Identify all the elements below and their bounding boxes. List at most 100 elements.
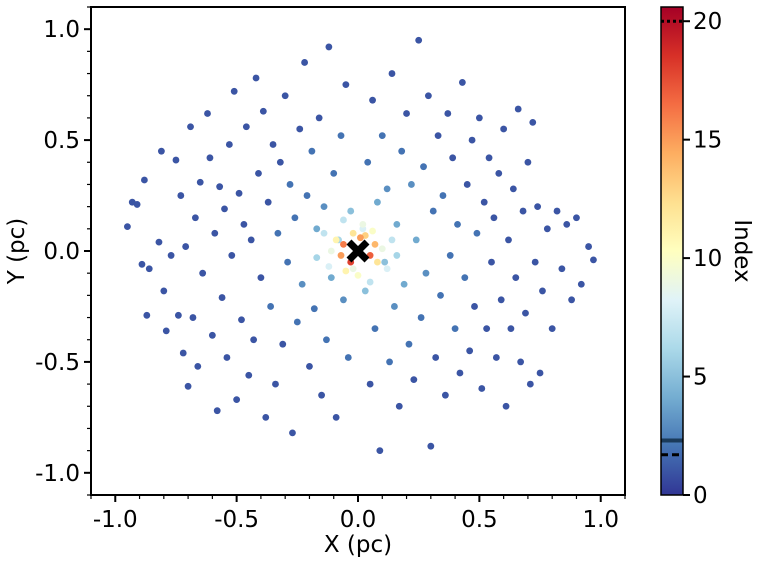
- data-point: [488, 258, 495, 266]
- data-point: [369, 96, 376, 104]
- data-point: [133, 201, 141, 208]
- data-point: [568, 296, 575, 304]
- data-point: [184, 382, 192, 390]
- data-point: [395, 402, 403, 410]
- data-point: [374, 258, 381, 266]
- data-point: [463, 181, 471, 188]
- colorbar-tick-label: 0: [693, 483, 708, 509]
- data-point: [213, 407, 221, 415]
- data-point: [444, 110, 452, 117]
- data-point: [262, 413, 270, 421]
- data-point: [456, 369, 464, 377]
- data-point: [310, 305, 318, 313]
- data-point: [410, 376, 418, 384]
- data-point: [366, 278, 374, 286]
- data-point: [354, 272, 362, 279]
- data-point: [388, 70, 396, 77]
- data-point: [369, 227, 376, 235]
- data-point: [267, 303, 275, 310]
- data-point: [204, 110, 211, 117]
- data-point: [403, 110, 410, 117]
- data-point: [242, 123, 250, 131]
- data-point: [349, 229, 357, 237]
- x-tick-label: -0.5: [214, 507, 259, 533]
- data-point: [383, 265, 391, 273]
- data-point: [502, 402, 510, 410]
- data-point: [340, 216, 347, 224]
- x-tick-label: 1.0: [582, 507, 619, 533]
- data-point: [548, 325, 556, 333]
- data-point: [378, 245, 386, 253]
- data-points: [124, 36, 597, 455]
- y-tick-label: 1.0: [43, 17, 80, 43]
- data-point: [519, 207, 527, 215]
- data-point: [422, 269, 430, 277]
- data-point: [434, 132, 442, 140]
- data-point: [378, 132, 386, 140]
- data-point: [313, 225, 321, 233]
- x-axis-label: X (pc): [324, 532, 392, 558]
- data-point: [332, 413, 340, 421]
- y-tick-label: -0.5: [35, 350, 80, 376]
- data-point: [507, 325, 515, 333]
- data-point: [327, 274, 335, 282]
- data-point: [509, 185, 517, 193]
- data-point: [276, 158, 284, 166]
- data-point: [320, 203, 328, 211]
- data-point: [497, 296, 505, 304]
- colorbar-gradient: [661, 7, 683, 495]
- data-point: [490, 214, 498, 222]
- data-point: [162, 327, 170, 335]
- data-point: [189, 314, 197, 321]
- data-point: [160, 287, 168, 295]
- colorbar-tick-label: 10: [693, 246, 722, 272]
- y-axis: -1.0 -0.5 0.0 0.5 1.0: [35, 6, 91, 496]
- data-point: [247, 236, 255, 244]
- data-point: [473, 229, 481, 237]
- data-point: [323, 336, 330, 344]
- data-point: [536, 369, 544, 377]
- data-point: [208, 331, 216, 339]
- data-point: [417, 314, 425, 321]
- data-point: [437, 291, 444, 299]
- colorbar-tick-label: 20: [693, 9, 722, 35]
- data-point: [446, 252, 454, 259]
- data-point: [374, 198, 381, 206]
- colorbar-tick-label: 15: [693, 128, 722, 154]
- data-point: [225, 141, 233, 148]
- data-point: [424, 92, 432, 100]
- data-point: [259, 107, 267, 115]
- data-point: [514, 105, 522, 113]
- data-point: [191, 214, 199, 222]
- data-point: [298, 280, 306, 288]
- data-point: [250, 336, 258, 344]
- data-point: [274, 229, 282, 237]
- data-point: [420, 163, 427, 171]
- data-point: [364, 158, 372, 166]
- data-point: [199, 269, 207, 277]
- data-point: [240, 220, 248, 228]
- data-point: [337, 252, 345, 259]
- data-point: [573, 214, 580, 222]
- center-marker: [346, 239, 370, 263]
- data-point: [284, 258, 292, 266]
- data-point: [475, 114, 483, 122]
- colorbar-markers: [661, 19, 683, 457]
- colorbar-tick-label: 5: [693, 365, 708, 391]
- data-point: [466, 347, 474, 355]
- data-point: [155, 238, 163, 246]
- data-point: [517, 358, 525, 366]
- data-point: [512, 274, 520, 282]
- data-point: [313, 254, 321, 262]
- data-point: [439, 192, 447, 199]
- y-tick-label: -1.0: [35, 461, 80, 487]
- data-point: [468, 136, 476, 144]
- data-point: [585, 243, 592, 250]
- data-point: [172, 156, 180, 164]
- data-point: [216, 183, 224, 191]
- data-point: [330, 169, 338, 177]
- colorbar-frame: [660, 6, 684, 496]
- data-point: [485, 154, 493, 162]
- data-point: [269, 141, 277, 148]
